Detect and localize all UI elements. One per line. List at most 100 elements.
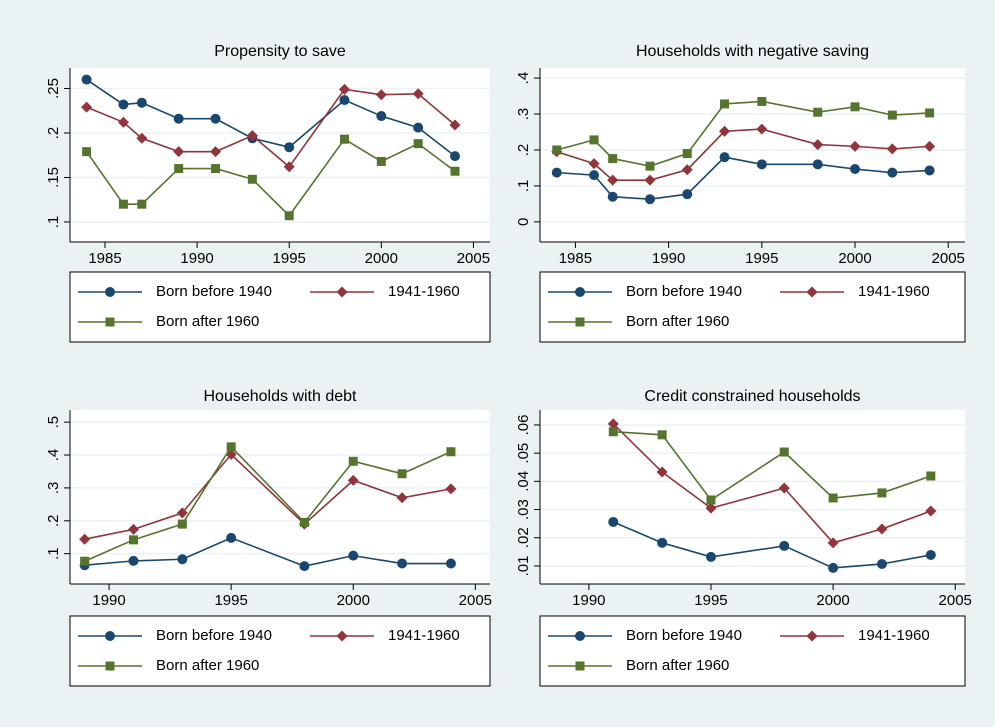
series-line [84, 445, 452, 562]
marker [551, 167, 562, 178]
marker [284, 142, 295, 153]
marker [338, 83, 350, 95]
marker [137, 199, 147, 209]
marker [247, 174, 257, 184]
marker [118, 199, 128, 209]
marker [339, 95, 350, 106]
legend-marker [575, 287, 585, 297]
legend [539, 271, 966, 343]
marker [705, 502, 717, 514]
y-tick-label: .03 [515, 499, 532, 520]
legend-marker [806, 630, 818, 642]
y-tick-label: .1 [515, 180, 532, 193]
marker [607, 418, 619, 430]
marker [339, 134, 349, 144]
marker [413, 139, 423, 149]
marker [778, 482, 790, 494]
y-tick-label: .3 [515, 108, 532, 121]
y-tick-label: .25 [45, 78, 62, 99]
marker [849, 140, 861, 152]
marker [645, 161, 655, 171]
marker [681, 164, 693, 176]
marker [348, 456, 358, 466]
marker [375, 89, 387, 101]
marker [226, 532, 237, 543]
marker [706, 495, 716, 505]
marker [173, 146, 185, 158]
marker [445, 483, 457, 495]
chart-title: Credit constrained households [644, 388, 860, 405]
legend-marker [336, 286, 348, 298]
marker [552, 145, 562, 155]
marker [118, 99, 129, 110]
marker [850, 164, 861, 175]
marker [136, 97, 147, 108]
y-tick-label: .2 [45, 127, 62, 140]
x-tick-label: 1990 [572, 592, 605, 609]
marker [283, 161, 295, 173]
marker [396, 492, 408, 504]
marker [720, 99, 730, 109]
legend-marker [575, 317, 585, 327]
marker [589, 170, 600, 181]
x-tick-label: 1995 [273, 250, 306, 267]
legend-label: Born before 1940 [626, 627, 742, 644]
x-tick-label: 2000 [838, 250, 871, 267]
marker [644, 174, 656, 186]
legend-label: 1941-1960 [858, 283, 930, 300]
marker [608, 427, 618, 437]
marker [588, 158, 600, 170]
marker [828, 562, 839, 573]
legend-label: 1941-1960 [388, 627, 460, 644]
marker [128, 555, 139, 566]
marker [926, 471, 936, 481]
marker [827, 537, 839, 549]
marker [644, 194, 655, 205]
y-tick-label: .4 [515, 72, 532, 85]
marker [127, 523, 139, 535]
legend [69, 615, 491, 687]
marker [348, 550, 359, 561]
marker [136, 132, 148, 144]
marker [682, 189, 693, 200]
marker [80, 556, 90, 566]
marker [876, 523, 888, 535]
marker [446, 447, 456, 457]
legend-label: Born after 1960 [156, 313, 259, 330]
marker [450, 151, 460, 162]
y-tick-label: .05 [515, 443, 532, 464]
marker [682, 149, 692, 159]
x-tick-label: 2005 [932, 250, 965, 267]
legend-label: Born after 1960 [626, 657, 729, 674]
y-tick-label: .15 [45, 167, 62, 188]
x-tick-label: 1990 [652, 250, 685, 267]
y-tick-label: .06 [515, 415, 532, 436]
marker [608, 154, 618, 164]
marker [886, 143, 898, 155]
marker [756, 159, 767, 170]
legend-label: Born before 1940 [156, 283, 272, 300]
marker [177, 519, 187, 529]
marker [719, 152, 730, 163]
marker [82, 147, 92, 157]
marker [226, 442, 236, 452]
marker [828, 493, 838, 503]
marker [449, 119, 461, 131]
y-tick-label: .04 [515, 471, 532, 492]
marker [756, 123, 768, 135]
x-tick-label: 1995 [214, 592, 247, 609]
marker [347, 474, 359, 486]
marker [210, 146, 222, 158]
y-tick-label: .2 [45, 515, 62, 528]
marker [608, 516, 619, 527]
marker [397, 469, 407, 479]
plot-area [540, 68, 965, 242]
legend-marker [105, 287, 115, 297]
legend [539, 615, 966, 687]
marker [79, 533, 91, 545]
marker [850, 102, 860, 112]
marker [779, 540, 790, 551]
legend-marker [105, 631, 115, 641]
marker [376, 111, 387, 122]
